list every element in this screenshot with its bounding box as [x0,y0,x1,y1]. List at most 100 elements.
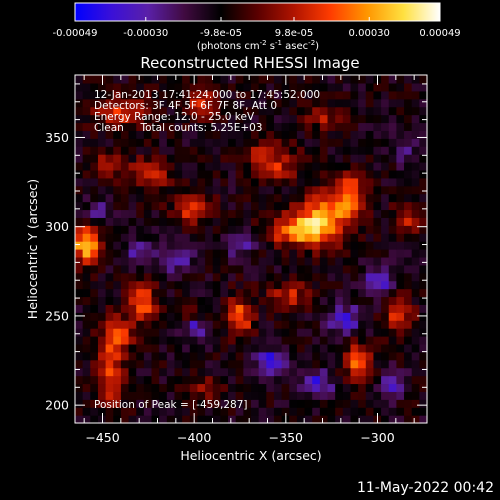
heatmap-cell [404,225,413,234]
heatmap-cell [159,114,168,124]
heatmap-cell [159,233,168,242]
heatmap-cell [189,233,199,242]
heatmap-cell [197,336,206,345]
heatmap-cell [75,304,84,313]
heatmap-cell [220,75,229,84]
heatmap-cell [174,122,183,131]
heatmap-cell [220,122,229,131]
heatmap-cell [266,272,275,282]
heatmap-cell [228,75,237,84]
heatmap-cell [136,296,145,305]
heatmap-cell [404,201,413,211]
heatmap-cell [220,138,229,147]
heatmap-cell [342,399,352,408]
heatmap-cell [205,304,214,313]
heatmap-cell [182,272,191,282]
heatmap-cell [335,122,344,131]
heatmap-cell [365,185,375,195]
heatmap-cell [113,415,122,424]
heatmap-cell [304,272,313,282]
heatmap-cell [82,130,91,139]
heatmap-cell [296,256,306,266]
heatmap-cell [365,343,375,353]
colorbar-tick-label: -0.00030 [123,28,168,39]
heatmap-cell [90,162,99,171]
heatmap-cell [319,98,329,108]
heatmap-cell [365,304,375,313]
heatmap-cell [350,193,359,203]
heatmap-cell [289,351,298,361]
heatmap-cell [212,288,221,298]
heatmap-cell [419,312,428,321]
heatmap-cell [143,280,153,290]
heatmap-cell [312,233,321,242]
heatmap-cell [404,233,413,242]
heatmap-cell [258,336,267,345]
heatmap-cell [388,185,397,195]
heatmap-cell [373,130,382,139]
heatmap-cell [120,217,130,226]
heatmap-cell [105,336,114,345]
heatmap-cell [327,328,336,337]
heatmap-cell [182,201,191,211]
heatmap-cell [243,146,252,155]
heatmap-cell [220,407,229,416]
heatmap-cell [304,383,313,392]
heatmap-cell [404,241,413,250]
heatmap-cell [304,359,313,369]
heatmap-cell [289,375,298,385]
heatmap-cell [396,375,405,385]
footer-timestamp: 11-May-2022 00:42 [356,480,494,496]
heatmap-cell [174,90,183,100]
heatmap-cell [113,328,122,337]
heatmap-cell [381,312,390,321]
heatmap-cell [136,288,145,298]
heatmap-cell [419,296,428,305]
heatmap-cell [136,343,145,353]
heatmap-cell [319,351,329,361]
heatmap-cell [82,359,91,369]
heatmap-cell [136,399,145,408]
heatmap-cell [258,351,267,361]
heatmap-cell [143,162,153,171]
heatmap-cell [258,114,267,124]
colorbar-tick-label: -0.00049 [53,28,98,39]
heatmap-cell [319,241,329,250]
heatmap-cell [266,225,275,234]
heatmap-cell [151,217,160,226]
heatmap-cell [404,336,413,345]
heatmap-cell [251,75,260,84]
heatmap-cell [159,217,168,226]
heatmap-cell [136,415,145,424]
heatmap-cell [197,225,206,234]
heatmap-cell [75,177,84,187]
heatmap-cell [228,114,237,124]
heatmap-cell [182,154,191,163]
heatmap-cell [327,209,336,218]
heatmap-cell [75,256,84,266]
heatmap-cell [159,304,168,313]
heatmap-cell [159,296,168,305]
heatmap-cell [159,146,168,155]
heatmap-cell [304,130,313,139]
heatmap-cell [396,359,405,369]
heatmap-cell [266,209,275,218]
heatmap-cell [404,407,413,416]
heatmap-cell [258,312,267,321]
heatmap-cell [388,241,397,250]
heatmap-cell [243,304,252,313]
heatmap-cell [90,241,99,250]
heatmap-cell [342,383,352,392]
heatmap-cell [143,98,153,108]
heatmap-cell [251,217,260,226]
heatmap-cell [97,209,107,218]
heatmap-cell [296,407,306,416]
heatmap-cell [82,391,91,400]
heatmap-cell [136,249,145,258]
heatmap-cell [296,201,306,211]
heatmap-cell [243,75,252,84]
heatmap-cell [312,359,321,369]
heatmap-cell [411,82,420,92]
heatmap-cell [205,391,214,400]
heatmap-cell [105,415,114,424]
